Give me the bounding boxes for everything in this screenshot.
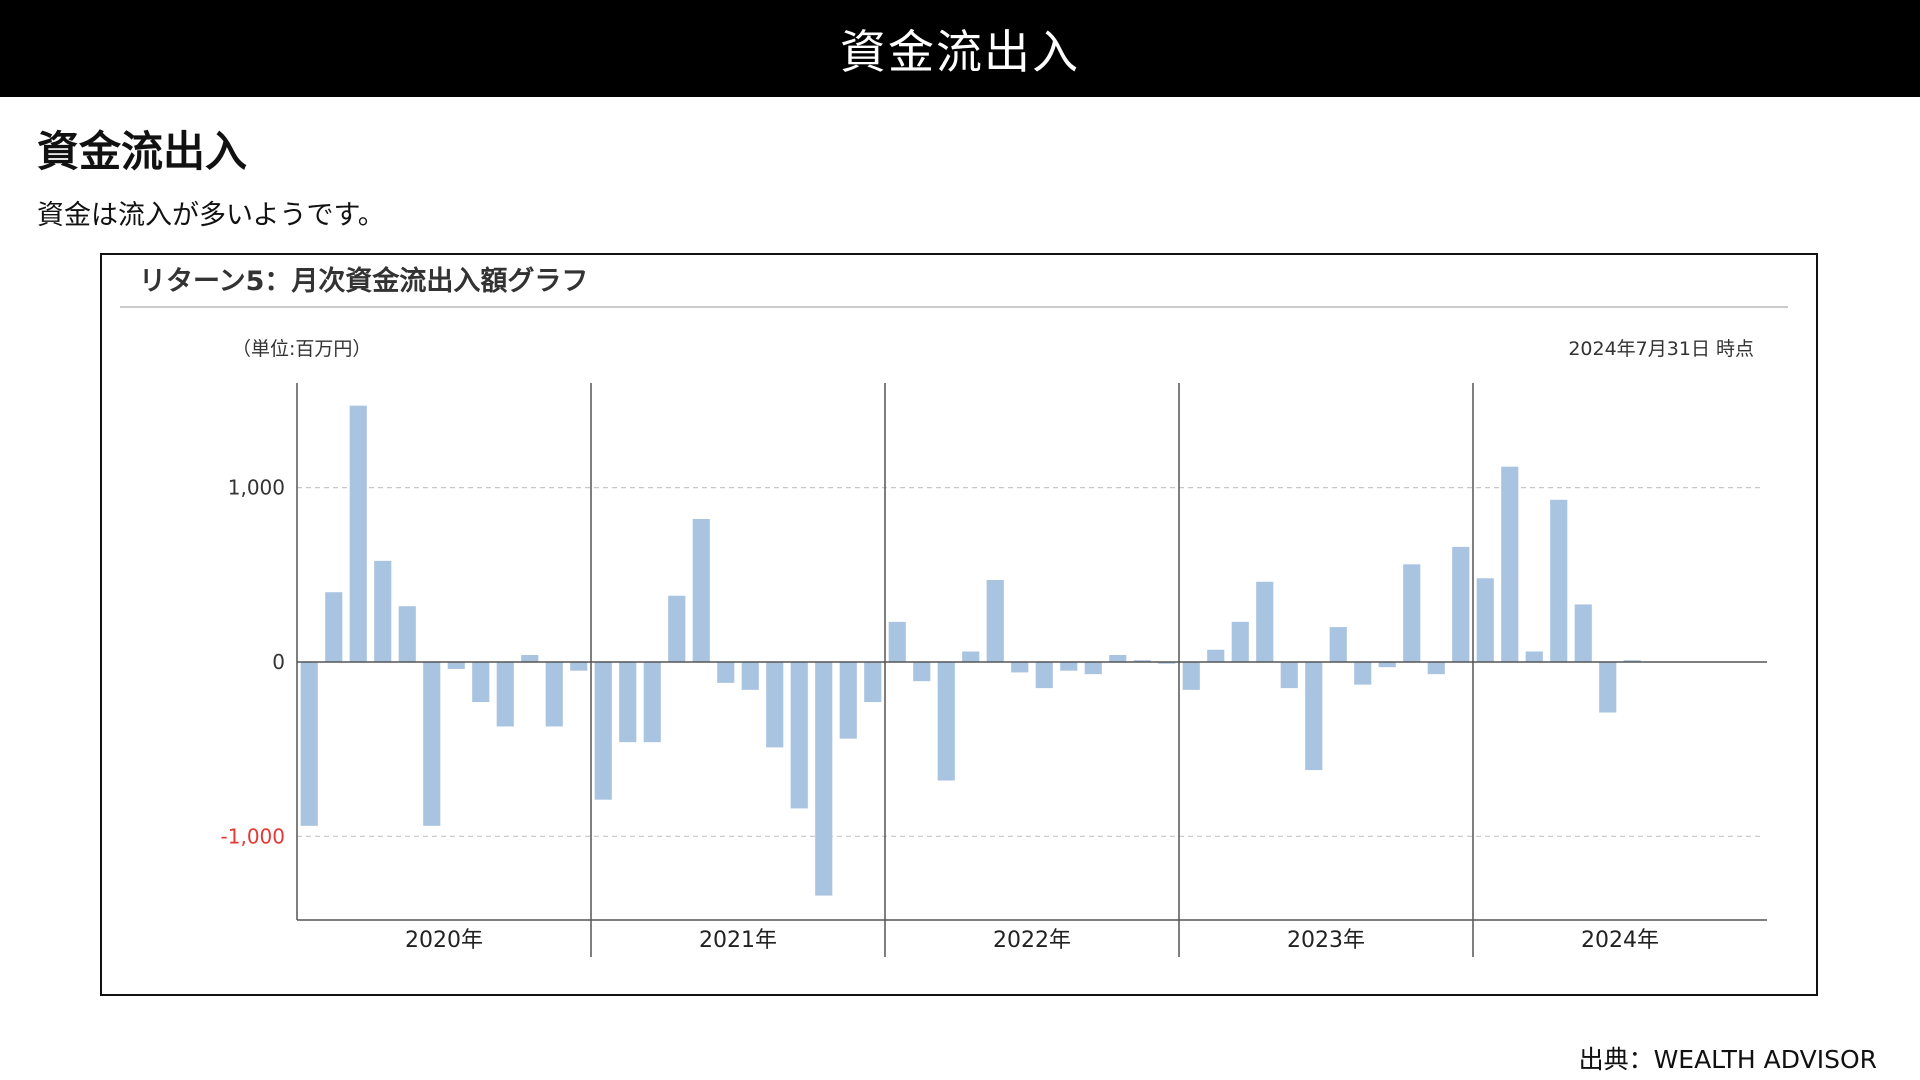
bar — [668, 595, 686, 662]
bar — [1256, 581, 1274, 662]
bar — [692, 518, 710, 662]
bar — [1550, 499, 1568, 662]
bar — [1060, 661, 1078, 671]
section-description: 資金は流入が多いようです。 — [37, 200, 385, 231]
bar — [447, 661, 465, 669]
bar — [790, 661, 808, 809]
page-header: 資金流出入 — [0, 0, 1920, 97]
bar — [545, 661, 563, 727]
bar — [374, 560, 392, 662]
bar — [423, 661, 441, 826]
bar — [570, 661, 588, 671]
bar — [839, 661, 857, 739]
bar — [1501, 466, 1519, 662]
bar — [619, 661, 637, 743]
bar — [1207, 649, 1225, 662]
bar — [1574, 604, 1592, 662]
bar — [766, 661, 784, 748]
bar — [888, 621, 906, 662]
axis-layer: 1,000 0 -1,000 2020年 2021年 2022年 2023年 2024年 — [221, 383, 1767, 957]
y-tick-label: 1,000 — [228, 476, 285, 500]
bar — [398, 606, 416, 662]
bar — [1084, 661, 1102, 675]
bar — [913, 661, 931, 682]
bar — [1158, 661, 1176, 664]
bar — [1011, 661, 1029, 673]
bar — [1182, 661, 1200, 690]
bar — [1452, 546, 1470, 662]
bar — [1525, 651, 1543, 662]
bar — [1476, 578, 1494, 662]
source-credit: 出典：WEALTH ADVISOR — [1578, 1045, 1877, 1074]
year-label: 2024年 — [1581, 928, 1659, 953]
bar — [1378, 661, 1396, 668]
year-label: 2021年 — [699, 928, 777, 953]
bar — [1035, 661, 1053, 689]
unit-label: （単位:百万円） — [232, 338, 371, 360]
bar — [496, 661, 514, 727]
year-label: 2020年 — [405, 928, 483, 953]
bar — [1231, 621, 1249, 662]
bar — [1599, 661, 1617, 713]
section-title: 資金流出入 — [37, 127, 248, 176]
bar — [325, 592, 343, 662]
grid-layer — [297, 487, 1762, 837]
header-title: 資金流出入 — [840, 24, 1080, 79]
as-of-date: 2024年7月31日 時点 — [1568, 338, 1754, 360]
fund-flow-chart: リターン5：月次資金流出入額グラフ （単位:百万円） 2024年7月31日 時点… — [120, 265, 1788, 957]
bar — [1109, 654, 1127, 662]
bar — [962, 651, 980, 662]
bar — [1305, 661, 1323, 771]
bar — [864, 661, 882, 703]
bar — [643, 661, 661, 743]
bar — [521, 654, 539, 662]
bar — [1427, 661, 1445, 675]
bar — [717, 661, 735, 683]
bar — [472, 661, 490, 703]
bar — [937, 661, 955, 781]
y-tick-label: -1,000 — [221, 824, 285, 848]
bar — [1623, 660, 1641, 662]
year-label: 2023年 — [1287, 928, 1365, 953]
bar — [1280, 661, 1298, 689]
bar — [594, 661, 612, 800]
bar — [1329, 627, 1347, 662]
year-label: 2022年 — [993, 928, 1071, 953]
bar — [1133, 660, 1151, 662]
bars-layer — [300, 405, 1641, 896]
bar — [815, 661, 833, 896]
chart-title: リターン5：月次資金流出入額グラフ — [139, 265, 588, 297]
bar — [741, 661, 759, 690]
bar — [300, 661, 318, 826]
bar — [1354, 661, 1372, 685]
bar — [349, 405, 367, 662]
y-tick-label: 0 — [272, 650, 285, 674]
chart-panel: リターン5：月次資金流出入額グラフ （単位:百万円） 2024年7月31日 時点… — [100, 253, 1818, 996]
bar — [986, 580, 1004, 662]
bar — [1403, 564, 1421, 662]
